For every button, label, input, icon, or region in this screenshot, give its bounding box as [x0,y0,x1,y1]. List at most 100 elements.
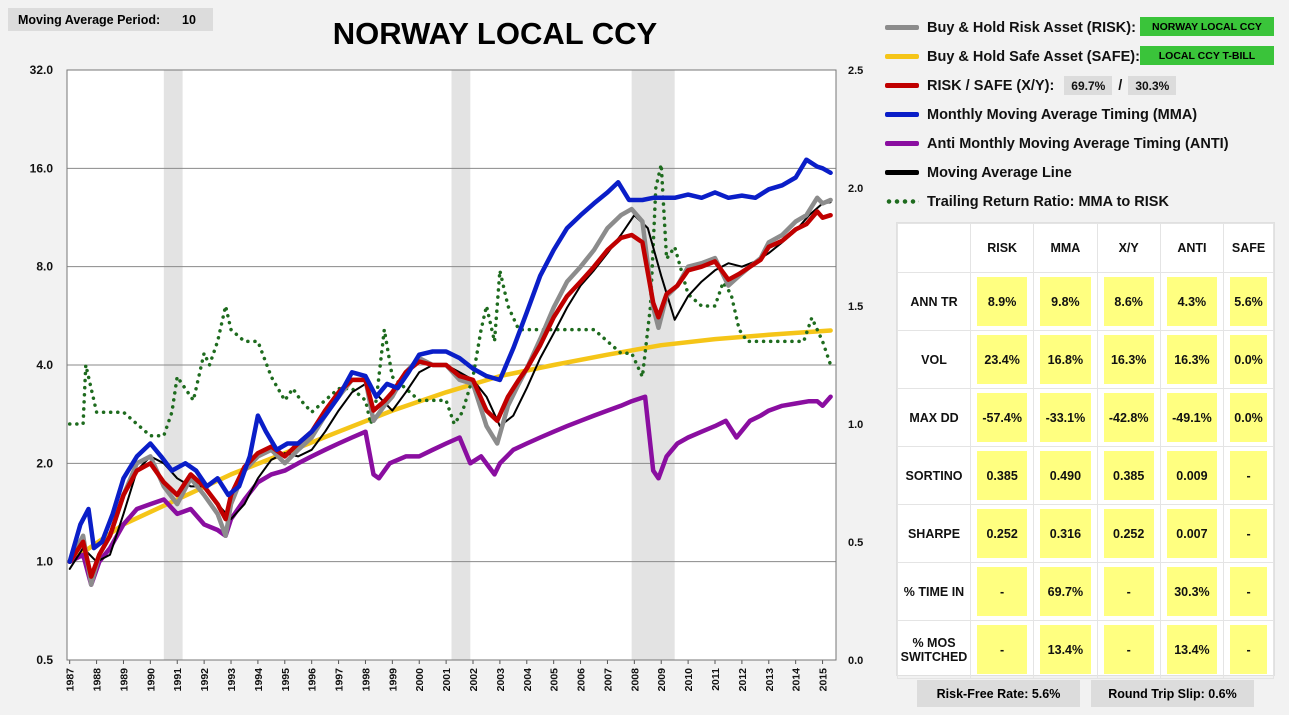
legend-item-anti: Anti Monthly Moving Average Timing (ANTI… [885,129,1285,158]
cell-safe: - [1223,504,1274,563]
x-tick-label: 2010 [683,668,695,692]
cell-value: 0.0% [1230,335,1267,384]
row-label: % TIME IN [897,562,971,621]
legend-label-safe: Buy & Hold Safe Asset (SAFE): [927,48,1140,65]
round-trip-slip-box[interactable]: Round Trip Slip: 0.6% [1091,680,1254,707]
row-label: SHARPE [897,504,971,563]
y-tick-label: 4.0 [36,358,53,372]
row-label: SORTINO [897,446,971,505]
stats-header-mma: MMA [1033,223,1098,273]
cell-value: 0.385 [1103,451,1154,500]
xy-safe-pct[interactable]: 30.3% [1128,76,1177,95]
cell-safe: - [1223,562,1274,621]
cell-value: 8.6% [1103,277,1154,326]
x-tick-label: 1995 [280,668,292,692]
y2-tick-label: 0.5 [848,537,863,549]
legend-swatch-anti [885,141,919,146]
cell-mma: 0.490 [1033,446,1098,505]
cell-mma: 9.8% [1033,272,1098,331]
stats-header-row: RISK MMA X/Y ANTI SAFE [897,223,1274,273]
legend-item-risk: Buy & Hold Risk Asset (RISK): NORWAY LOC… [885,13,1285,42]
cell-value: -33.1% [1040,393,1091,442]
legend-label-xy: RISK / SAFE (X/Y): [927,77,1055,94]
x-tick-label: 2002 [468,668,480,692]
x-tick-label: 2006 [576,668,588,692]
cell-anti: 13.4% [1159,620,1225,679]
legend-label-risk: Buy & Hold Risk Asset (RISK): [927,19,1136,36]
x-tick-label: 1989 [118,668,130,692]
ma-period-value[interactable]: 10 [182,12,196,27]
legend-swatch-xy [885,83,919,88]
x-tick-label: 1990 [145,668,157,692]
cell-value: 16.8% [1040,335,1091,384]
cell-risk: -57.4% [969,388,1035,447]
x-tick-label: 2003 [495,668,507,692]
xy-risk-pct[interactable]: 69.7% [1064,76,1113,95]
ma-period-label: Moving Average Period: [18,12,161,27]
cell-risk: - [969,620,1035,679]
legend-swatch-risk [885,25,919,30]
cell-risk: - [969,562,1035,621]
cell-anti: 0.007 [1159,504,1225,563]
cell-risk: 8.9% [969,272,1035,331]
cell-xy: 16.3% [1096,330,1161,389]
y-tick-label: 32.0 [30,63,54,77]
cell-value: - [977,625,1028,674]
cell-anti: -49.1% [1159,388,1225,447]
legend-label-ratio: Trailing Return Ratio: MMA to RISK [927,193,1169,210]
stats-header-xy: X/Y [1096,223,1161,273]
y-tick-label: 0.5 [36,653,53,667]
y2-tick-label: 1.5 [848,301,863,313]
chart-title: NORWAY LOCAL CCY [332,16,658,51]
x-tick-label: 2014 [791,668,803,692]
cell-xy: - [1096,562,1161,621]
x-tick-label: 1996 [307,668,319,692]
cell-value: 13.4% [1040,625,1091,674]
legend-item-ma-line: Moving Average Line [885,158,1285,187]
x-tick-label: 2012 [737,668,749,692]
series-ratio-line [67,162,833,438]
cell-value: 69.7% [1040,567,1091,616]
risk-free-rate-box[interactable]: Risk-Free Rate: 5.6% [917,680,1080,707]
x-tick-label: 2000 [414,668,426,692]
y-tick-label: 1.0 [36,555,53,569]
y-tick-label: 8.0 [36,260,53,274]
x-tick-label: 1991 [172,668,184,692]
cell-xy: 8.6% [1096,272,1161,331]
stats-row-sortino: SORTINO 0.385 0.490 0.385 0.009 - [897,446,1274,505]
cell-value: 0.316 [1040,509,1091,558]
stats-row-max-dd: MAX DD -57.4% -33.1% -42.8% -49.1% 0.0% [897,388,1274,447]
cell-value: - [977,567,1028,616]
cell-xy: 0.252 [1096,504,1161,563]
cell-xy: - [1096,620,1161,679]
x-tick-label: 1987 [65,668,77,692]
x-tick-label: 1999 [387,668,399,692]
cell-value: 0.0% [1230,393,1267,442]
cell-value: - [1103,567,1154,616]
xy-separator: / [1118,77,1123,94]
cell-mma: 0.316 [1033,504,1098,563]
safe-asset-badge[interactable]: LOCAL CCY T-BILL [1140,46,1274,65]
legend-label-mma: Monthly Moving Average Timing (MMA) [927,106,1198,123]
cell-value: 5.6% [1230,277,1267,326]
cell-anti: 4.3% [1159,272,1225,331]
series-safe-line [67,328,833,564]
legend-swatch-mma [885,112,919,117]
x-tick-label: 2007 [602,668,614,692]
legend: Buy & Hold Risk Asset (RISK): NORWAY LOC… [885,13,1285,216]
legend-label-anti: Anti Monthly Moving Average Timing (ANTI… [927,135,1229,152]
cell-xy: 0.385 [1096,446,1161,505]
x-tick-label: 1988 [92,668,104,692]
cell-safe: - [1223,620,1274,679]
risk-asset-badge[interactable]: NORWAY LOCAL CCY [1140,17,1274,36]
x-tick-label: 1992 [199,668,211,692]
stats-row-sharpe: SHARPE 0.252 0.316 0.252 0.007 - [897,504,1274,563]
legend-item-ratio: Trailing Return Ratio: MMA to RISK [885,187,1285,216]
cell-value: - [1230,509,1267,558]
cell-safe: - [1223,446,1274,505]
x-tick-label: 2001 [441,668,453,692]
cell-safe: 0.0% [1223,388,1274,447]
cell-value: - [1230,567,1267,616]
x-tick-label: 1998 [360,668,372,692]
cell-mma: 16.8% [1033,330,1098,389]
